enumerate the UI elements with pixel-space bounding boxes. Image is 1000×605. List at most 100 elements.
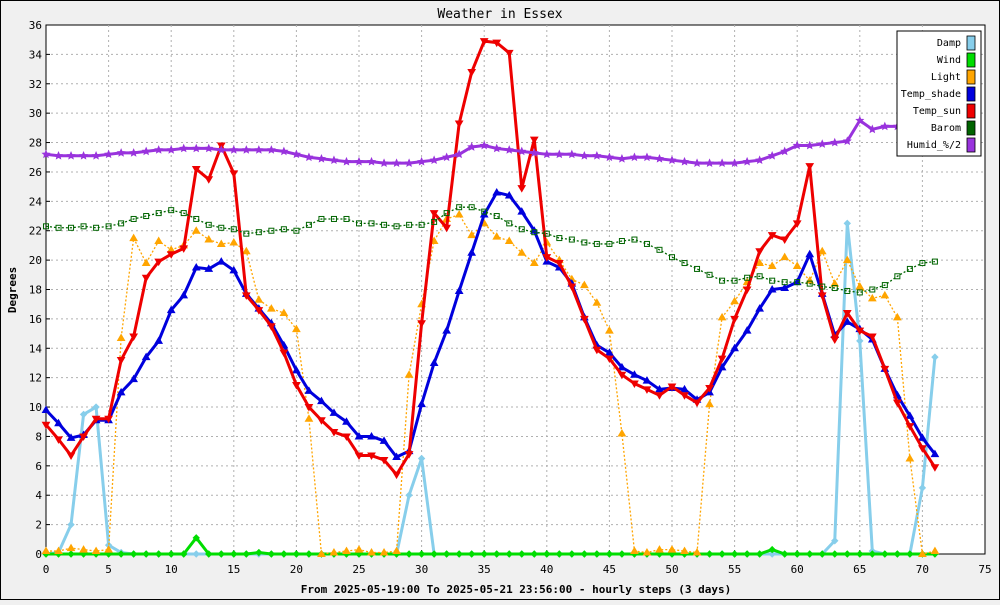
- data-point: [492, 188, 502, 196]
- data-point: [667, 155, 677, 165]
- data-point: [542, 149, 552, 159]
- data-point: [317, 396, 326, 405]
- y-tick-label: 18: [29, 284, 42, 297]
- data-point: [605, 550, 614, 558]
- y-axis-label: Degrees: [6, 267, 19, 313]
- data-point: [305, 550, 313, 558]
- data-point: [492, 39, 502, 48]
- data-point: [680, 546, 689, 555]
- data-point: [755, 248, 765, 256]
- data-point: [329, 408, 339, 416]
- data-point: [655, 392, 664, 400]
- data-point: [354, 431, 364, 440]
- data-point: [768, 545, 776, 554]
- y-tick-label: 16: [29, 313, 42, 326]
- data-point: [767, 232, 777, 240]
- data-point: [191, 166, 201, 174]
- data-point: [843, 550, 851, 558]
- data-point: [241, 246, 251, 255]
- data-point: [166, 145, 176, 154]
- data-point: [780, 236, 790, 245]
- data-point: [229, 265, 239, 274]
- data-point: [393, 223, 400, 230]
- data-point: [717, 355, 727, 364]
- data-point: [892, 399, 902, 408]
- data-point: [830, 336, 840, 344]
- data-point: [406, 221, 413, 228]
- data-point: [617, 429, 627, 437]
- data-point: [404, 158, 414, 167]
- data-point: [579, 280, 589, 289]
- data-point: [204, 235, 214, 243]
- data-point: [318, 215, 325, 222]
- data-point: [530, 550, 538, 558]
- data-point: [467, 248, 477, 256]
- data-point: [443, 210, 450, 217]
- legend-label: Humid_%/2: [907, 140, 961, 151]
- data-point: [79, 433, 88, 441]
- data-point: [118, 220, 125, 227]
- grid-lines: [46, 25, 985, 554]
- data-point: [669, 254, 675, 261]
- data-point: [279, 146, 289, 156]
- legend-swatch: [966, 69, 976, 85]
- data-point: [554, 149, 564, 159]
- data-point: [856, 550, 864, 558]
- data-point: [454, 210, 464, 218]
- data-point: [66, 151, 76, 160]
- y-tick-label: 34: [29, 48, 43, 61]
- data-point: [341, 156, 352, 166]
- data-point: [116, 148, 126, 157]
- data-point: [867, 333, 877, 342]
- data-point: [831, 550, 839, 558]
- data-point: [805, 163, 815, 171]
- data-point: [667, 383, 677, 391]
- x-tick-label: 5: [105, 563, 112, 576]
- data-point: [593, 240, 600, 247]
- data-point: [54, 418, 63, 427]
- data-point: [405, 491, 413, 499]
- data-point: [542, 254, 552, 262]
- data-point: [368, 220, 375, 227]
- data-point: [417, 399, 426, 408]
- data-point: [429, 155, 439, 165]
- data-point: [392, 471, 401, 480]
- data-point: [367, 548, 376, 556]
- data-point: [54, 436, 63, 444]
- y-tick-label: 22: [29, 225, 42, 238]
- data-point: [41, 405, 51, 413]
- data-point: [356, 220, 362, 227]
- data-point: [568, 236, 575, 243]
- x-tick-label: 45: [603, 563, 616, 576]
- data-point: [255, 229, 262, 236]
- data-point: [193, 215, 200, 222]
- data-point: [392, 546, 401, 555]
- data-point: [893, 550, 902, 558]
- data-point: [456, 204, 463, 211]
- data-point: [280, 226, 287, 233]
- data-point: [218, 224, 225, 231]
- data-point: [630, 380, 639, 389]
- data-point: [555, 550, 564, 558]
- data-point: [105, 223, 112, 230]
- data-point: [531, 229, 538, 236]
- legend-swatch: [966, 52, 976, 68]
- x-tick-label: 10: [165, 563, 178, 576]
- data-point: [79, 410, 88, 419]
- data-point: [267, 550, 276, 558]
- data-point: [906, 265, 913, 272]
- x-tick-label: 0: [43, 563, 50, 576]
- data-point: [529, 148, 539, 157]
- data-point: [229, 237, 239, 246]
- data-point: [719, 277, 726, 284]
- data-point: [442, 326, 452, 334]
- data-point: [543, 230, 550, 237]
- data-point: [780, 283, 790, 292]
- data-point: [793, 550, 801, 558]
- data-point: [730, 315, 739, 324]
- data-point: [705, 384, 714, 393]
- data-point: [506, 220, 513, 227]
- data-point: [104, 149, 114, 159]
- data-point: [817, 292, 827, 300]
- data-point: [767, 151, 777, 160]
